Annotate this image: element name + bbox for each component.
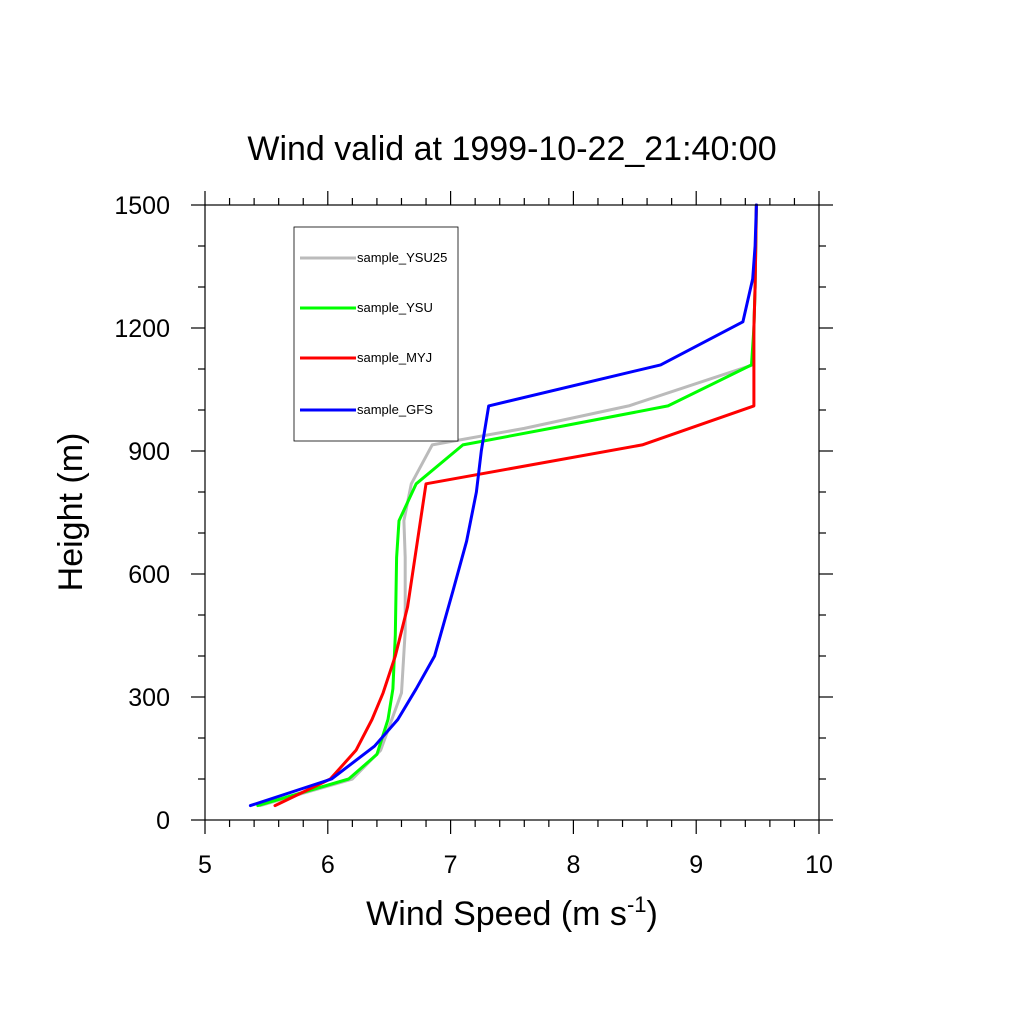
x-axis-label: Wind Speed (m s-1) [366,892,658,933]
plot-frame [204,204,820,821]
x-tick-label: 7 [444,851,458,879]
y-axis-label: Height (m) [52,433,90,592]
x-tick-label: 9 [689,851,703,879]
x-axis-label-superscript: -1 [627,892,647,917]
ticks-layer [191,191,833,834]
y-tick-label: 300 [128,684,170,712]
series-line-sample_GFS [248,203,758,808]
legend-label-sample_YSU25: sample_YSU25 [357,250,447,265]
x-axis-label-main: Wind Speed (m s [366,895,627,933]
y-tick-label: 600 [128,561,170,589]
tick-labels-layer: 5 6 7 8 9 10 0 300 600 900 1200 1500 [114,192,833,879]
x-tick-label: 8 [566,851,580,879]
y-tick-label: 1500 [114,192,170,220]
y-tick-label: 1200 [114,315,170,343]
series-layer [248,203,758,808]
x-axis-label-suffix: ) [647,895,658,933]
x-tick-label: 5 [198,851,212,879]
legend-label-sample_GFS: sample_GFS [357,402,433,417]
x-tick-label: 6 [321,851,335,879]
chart-title: Wind valid at 1999-10-22_21:40:00 [247,130,776,168]
x-tick-label: 10 [805,851,833,879]
y-tick-label: 0 [156,807,170,835]
legend-box [293,226,459,442]
y-tick-label: 900 [128,438,170,466]
series-line-sample_MYJ [273,203,758,808]
legend: sample_YSU25 sample_YSU sample_MYJ sample_G… [293,226,459,442]
legend-label-sample_YSU: sample_YSU [357,300,433,315]
legend-label-sample_MYJ: sample_MYJ [357,350,432,365]
